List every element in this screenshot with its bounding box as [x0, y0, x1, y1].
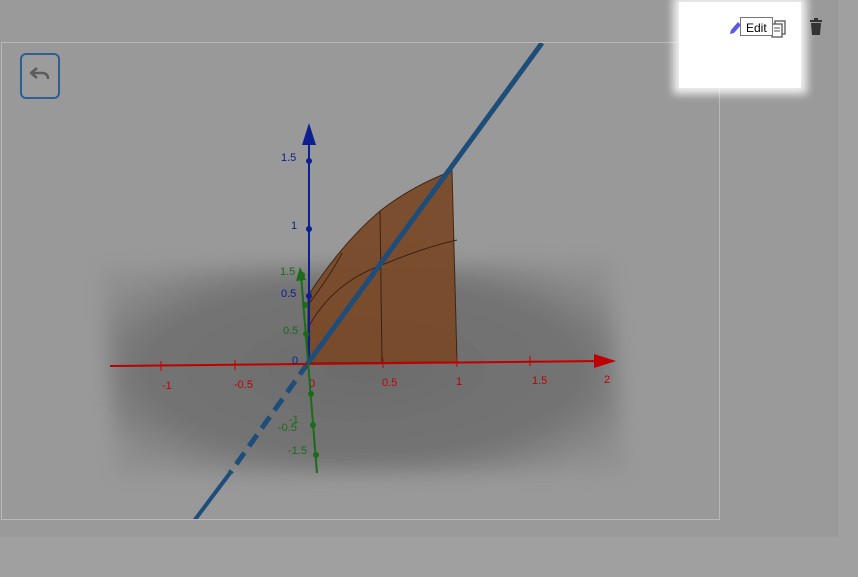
z-axis-arrow: [302, 123, 316, 145]
y-tick-label: -1: [289, 414, 299, 426]
pencil-icon[interactable]: [728, 20, 742, 36]
surface-grid-line: [379, 210, 383, 363]
y-tick-point: [299, 272, 305, 278]
x-tick-label: 0.5: [382, 377, 397, 389]
z-tick-point: [306, 293, 312, 299]
trash-icon[interactable]: [808, 18, 824, 36]
x-tick-label: 2: [604, 374, 610, 386]
y-tick-point: [303, 331, 309, 337]
y-tick-point: [302, 302, 308, 308]
x-tick-label: -1: [162, 380, 172, 392]
toolbar-highlight: [679, 2, 801, 88]
x-tick-label: -0.5: [234, 379, 253, 391]
z-tick-label: 0: [292, 355, 298, 367]
z-tick-point: [306, 158, 312, 164]
graphing-3d-applet[interactable]: -1 -0.5 0 0.5 1 1.5 2 1.5 1 0.5 0 1.5 0.…: [1, 42, 720, 520]
copy-icon[interactable]: [770, 18, 788, 38]
z-tick-label: 0.5: [281, 288, 296, 300]
line-visible-segment: [305, 43, 545, 365]
y-tick-point: [313, 452, 319, 458]
undo-icon: [29, 67, 50, 80]
page-bottom-strip: [0, 537, 858, 577]
xy-plane: [102, 263, 624, 475]
x-axis-arrow: [594, 354, 616, 368]
3d-graph-canvas[interactable]: -1 -0.5 0 0.5 1 1.5 2 1.5 1 0.5 0 1.5 0.…: [2, 43, 720, 520]
z-tick-point: [306, 226, 312, 232]
surface-lower-edge: [307, 252, 343, 306]
y-tick-label: 1.5: [280, 266, 295, 278]
y-tick-label: -0.5: [278, 422, 297, 434]
y-tick-label: -1.5: [288, 445, 307, 457]
y-tick-label: 0.5: [283, 325, 298, 337]
y-tick-point: [310, 422, 316, 428]
x-axis: [109, 360, 603, 367]
z-tick-label: 1.5: [281, 152, 296, 164]
z-tick-label: 1: [291, 220, 297, 232]
x-tick-label: 0: [309, 378, 315, 390]
y-tick-point: [308, 391, 314, 397]
edit-tooltip: Edit: [740, 17, 773, 36]
line-lower-segment: [193, 471, 232, 519]
undo-button[interactable]: [20, 53, 60, 99]
x-axis-ticks: [160, 356, 531, 371]
x-tick-label: 1: [456, 376, 462, 388]
y-axis: [300, 274, 318, 474]
page-right-strip: [838, 0, 858, 537]
line-hidden-segment: [227, 361, 311, 475]
x-tick-label: 1.5: [532, 375, 547, 387]
